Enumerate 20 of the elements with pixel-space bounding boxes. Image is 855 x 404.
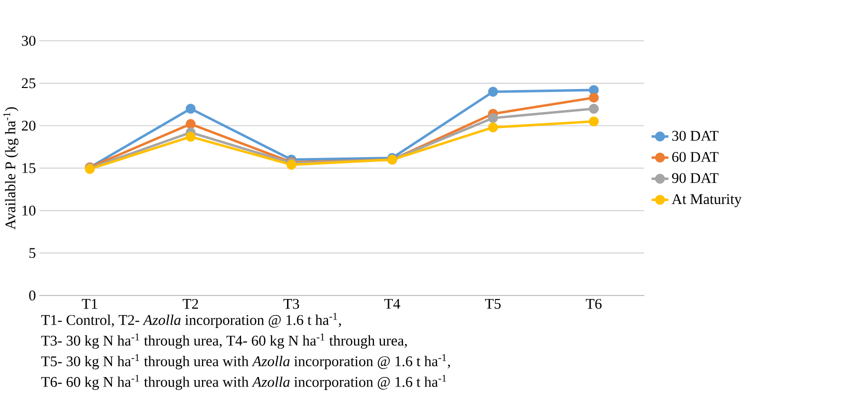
x-tick-label: T2 xyxy=(182,298,198,309)
text: T3- 30 kg N ha$^{-1}$ through urea, T4- 60 kg N ha$^{-1}$ through urea, xyxy=(41,333,407,349)
x-tick-label: T5 xyxy=(485,298,501,309)
legend-label: At Maturity xyxy=(672,194,742,208)
y-tick-label: 10 xyxy=(22,206,36,216)
x-tick-label: T4 xyxy=(384,298,400,309)
y-axis-title: Available P (kg ha$^{-1}$) xyxy=(3,107,18,230)
x-tick-label: T6 xyxy=(586,298,602,309)
x-tick-label: T1 xyxy=(82,298,98,309)
y-tick-label: 15 xyxy=(22,163,36,174)
y-tick-label: 25 xyxy=(22,78,36,88)
y-tick-label: 30 xyxy=(22,36,36,46)
legend-label: 60 DAT xyxy=(672,152,718,162)
y-tick-label: 5 xyxy=(29,248,36,258)
y-tick-label: 0 xyxy=(29,290,36,300)
legend-label: 30 DAT xyxy=(672,130,718,141)
x-tick-label: T3 xyxy=(284,298,300,309)
legend-label: 90 DAT xyxy=(672,173,718,183)
text: T6- 60 kg N ha$^{-1}$ through urea with Azolla incorporation @ 1.6 t ha$^{-1}$ xyxy=(41,374,446,390)
y-tick-label: 20 xyxy=(22,120,36,131)
